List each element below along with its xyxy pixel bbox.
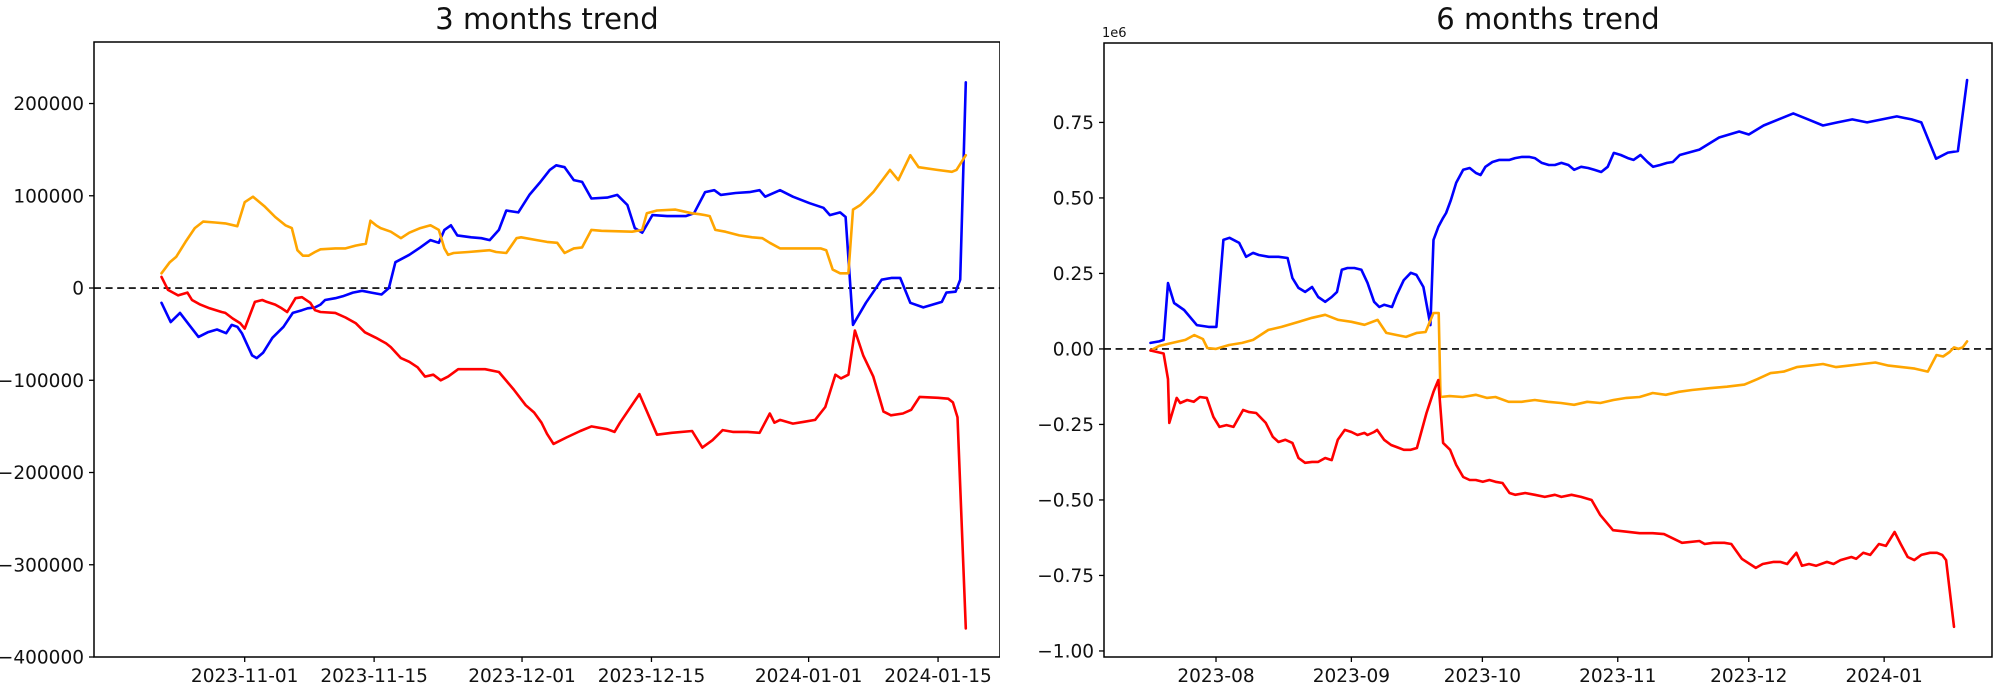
x-tick-label: 2023-09	[1313, 666, 1390, 687]
y-tick-label: −200000	[0, 463, 84, 484]
y-tick-label: −300000	[0, 555, 84, 576]
x-tick-label: 2023-11-01	[191, 666, 299, 687]
y-tick-label: 0	[72, 279, 84, 300]
y-tick-label: −0.75	[1037, 566, 1094, 587]
series-line-red	[160, 275, 968, 630]
x-tick-label: 2023-12	[1710, 666, 1787, 687]
series-line-orange	[1149, 311, 1969, 407]
y-tick-label: −100000	[0, 371, 84, 392]
x-tick-label: 2024-01	[1845, 666, 1922, 687]
y-tick-label: −0.25	[1037, 415, 1094, 436]
y-tick-label: 0.75	[1053, 113, 1094, 134]
y-tick-label: 200000	[13, 94, 84, 115]
chart-title-6-months: 6 months trend	[1436, 2, 1660, 36]
x-tick-label: 2023-11	[1579, 666, 1656, 687]
x-tick-label: 2023-12-01	[468, 666, 576, 687]
x-tick-label: 2024-01-15	[884, 666, 992, 687]
series-line-red	[1149, 349, 1956, 629]
axes-spines	[1103, 42, 1993, 658]
series-line-blue	[160, 81, 968, 360]
y-axis-offset-label: 1e6	[1102, 26, 1127, 41]
y-tick-label: −1.00	[1037, 641, 1094, 662]
axes-spines	[93, 41, 1000, 658]
y-tick-label: −400000	[0, 648, 84, 669]
y-tick-label: 100000	[13, 186, 84, 207]
x-tick-label: 2023-11-15	[320, 666, 428, 687]
chart-panel-6-months-trend: 6 months trend 1e6 2023-08 2023-09 2023-10…	[1000, 0, 2000, 700]
x-tick-label: 2023-12-15	[598, 666, 706, 687]
y-tick-label: 0.00	[1053, 339, 1094, 360]
chart-panel-3-months-trend: 3 months trend 2023-11-01 2023-11-15 2023-…	[0, 2, 1000, 687]
x-tick-label: 2024-01-01	[755, 666, 863, 687]
chart-title-3-months: 3 months trend	[435, 2, 659, 36]
series-line-blue	[1149, 78, 1969, 345]
chart-canvas-6-months: 2023-08 2023-09 2023-10 2023-11 2023-12 2024-…	[1037, 42, 1993, 687]
x-tick-label: 2023-10	[1444, 666, 1521, 687]
x-tick-label: 2023-08	[1177, 666, 1254, 687]
y-tick-label: −0.50	[1037, 490, 1094, 511]
series-line-orange	[160, 153, 968, 275]
y-tick-label: 0.25	[1053, 264, 1094, 285]
chart-canvas-3-months: 2023-11-01 2023-11-15 2023-12-01 2023-12-15…	[0, 41, 1000, 687]
y-tick-label: 0.50	[1053, 188, 1094, 209]
